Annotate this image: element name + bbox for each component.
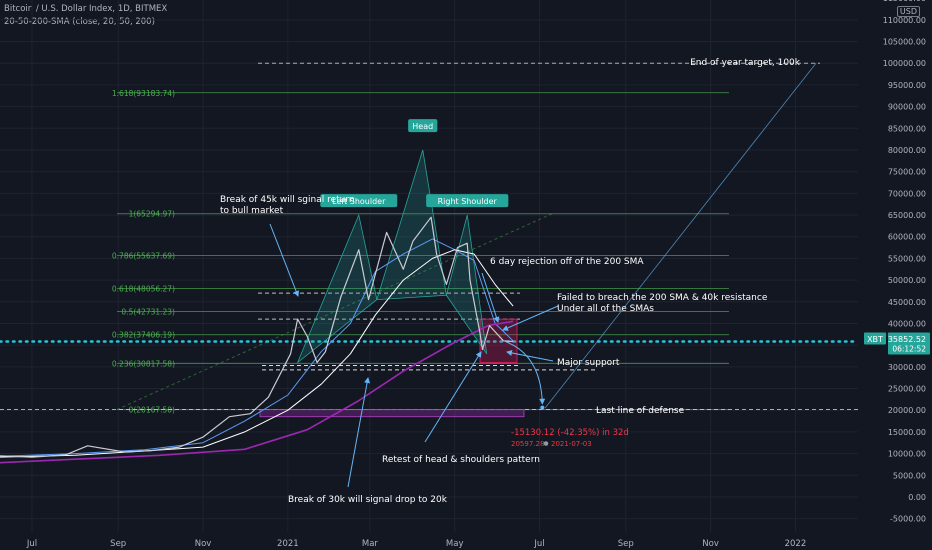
y-tick-label: 0.00 — [908, 493, 926, 502]
y-tick-label: 50000.00 — [888, 276, 926, 285]
fib-trend-line — [116, 213, 553, 410]
fib-level-label: 0.5(42731.23) — [121, 308, 175, 317]
x-tick-label: Nov — [195, 539, 212, 549]
fib-level-label: 0.618(48056.27) — [112, 285, 175, 294]
arrow-rejection — [481, 272, 500, 323]
fib-level-label: 0(20167.50) — [129, 405, 175, 414]
arrow-break-45k — [269, 223, 299, 297]
head-label-bg — [408, 119, 438, 133]
last-price-tag-bg — [888, 332, 930, 355]
fib-level-label: 1.618(93183.74) — [112, 89, 175, 98]
x-tick-label: Jul — [533, 539, 544, 549]
projection-target: 20597.28 — [511, 440, 544, 448]
y-tick-label: 90000.00 — [888, 103, 926, 112]
right-shoulder-label: Right Shoulder — [438, 197, 498, 206]
x-tick-label: Sep — [618, 539, 634, 549]
annotation-rejection-200sma: 6 day rejection off of the 200 SMA — [490, 257, 644, 267]
clock-icon — [543, 441, 549, 446]
fib-level-label: 1(65294.97) — [129, 210, 175, 219]
right-shoulder-label-bg — [426, 194, 509, 208]
bar-countdown: 06:12:52 — [892, 344, 926, 353]
right-shoulder-shape — [445, 214, 488, 355]
x-tick-label: 2022 — [785, 539, 807, 549]
chart-title: Bitcoin / U.S. Dollar Index, 1D, BITMEX — [4, 4, 168, 14]
currency-badge[interactable]: USD — [896, 6, 920, 17]
y-tick-label: 15000.00 — [888, 428, 926, 437]
y-tick-label: 110000.00 — [883, 16, 926, 25]
y-tick-label: 95000.00 — [888, 81, 926, 90]
annotation-under-smas: Under all of the SMAs — [557, 304, 654, 314]
y-tick-label: 80000.00 — [888, 146, 926, 155]
head-label: Head — [412, 122, 433, 131]
y-tick-label: 20000.00 — [888, 406, 926, 415]
fib-level-label: 0.786(55637.69) — [112, 252, 175, 261]
y-tick-label: 100000.00 — [883, 59, 926, 68]
last-price-value: 35852.52 — [888, 335, 926, 344]
annotation-last-defense: Last line of defense — [596, 406, 685, 416]
left-shoulder-shape — [296, 213, 378, 364]
y-tick-label: 25000.00 — [888, 385, 926, 394]
support-zone-box — [259, 409, 525, 418]
y-tick-label: 70000.00 — [888, 189, 926, 198]
y-tick-label: 30000.00 — [888, 363, 926, 372]
annotation-major-support: Major support — [557, 358, 620, 368]
y-tick-label: 40000.00 — [888, 319, 926, 328]
annotation-break-30k: Break of 30k will signal drop to 20k — [288, 495, 448, 505]
sma-200-line — [0, 320, 514, 464]
x-tick-label: Mar — [362, 539, 379, 549]
projection-change: -15130.12 (-42.35%) in 32d — [511, 428, 629, 438]
arrow-retest — [424, 351, 482, 443]
fib-level-label: 0.236(30817.58) — [112, 359, 175, 368]
y-tick-label: 115000.00 — [883, 0, 926, 3]
x-tick-label: Nov — [702, 539, 719, 549]
arrow-failed-breach — [502, 305, 559, 331]
projection-curve — [503, 340, 546, 405]
annotation-failed-breach: Failed to breach the 200 SMA & 40k resis… — [557, 293, 768, 303]
left-shoulder-label: Left Shoulder — [332, 197, 386, 206]
annotation-break-45k: Break of 45k will sginal return — [220, 195, 355, 205]
y-tick-label: 45000.00 — [888, 298, 926, 307]
indicator-legend[interactable]: 20-50-200-SMA (close, 20, 50, 200) — [4, 17, 155, 27]
y-tick-label: 75000.00 — [888, 168, 926, 177]
y-tick-label: 105000.00 — [883, 38, 926, 47]
arrow-major-support — [506, 350, 554, 362]
symbol-tag-bg — [864, 332, 886, 345]
y-tick-label: 85000.00 — [888, 124, 926, 133]
x-tick-label: Sep — [110, 539, 126, 549]
arrow-break-30k — [347, 377, 371, 488]
x-tick-label: Jul — [26, 539, 37, 549]
y-tick-label: 55000.00 — [888, 254, 926, 263]
y-tick-label: 65000.00 — [888, 211, 926, 220]
projection-point — [540, 405, 545, 410]
target-trend-line — [544, 62, 817, 409]
y-tick-label: -5000.00 — [890, 515, 926, 524]
annotation-bull-market: to bull market — [220, 206, 284, 216]
annotation-retest-hs: Retest of head & shoulders pattern — [382, 455, 540, 465]
y-tick-label: 5000.00 — [893, 471, 926, 480]
annotation-target-100k: End of year target, 100k — [690, 58, 801, 68]
left-shoulder-label-bg — [320, 194, 398, 208]
x-tick-label: May — [446, 539, 464, 549]
y-tick-label: 60000.00 — [888, 233, 926, 242]
y-tick-label: 10000.00 — [888, 450, 926, 459]
projection-date: 2021-07-03 — [551, 440, 592, 448]
fib-level-label: 0.382(37406.19) — [112, 331, 175, 340]
head-shape — [376, 149, 447, 301]
symbol-tag: XBT — [867, 335, 883, 344]
x-tick-label: 2021 — [277, 539, 299, 549]
price-line — [0, 216, 514, 458]
